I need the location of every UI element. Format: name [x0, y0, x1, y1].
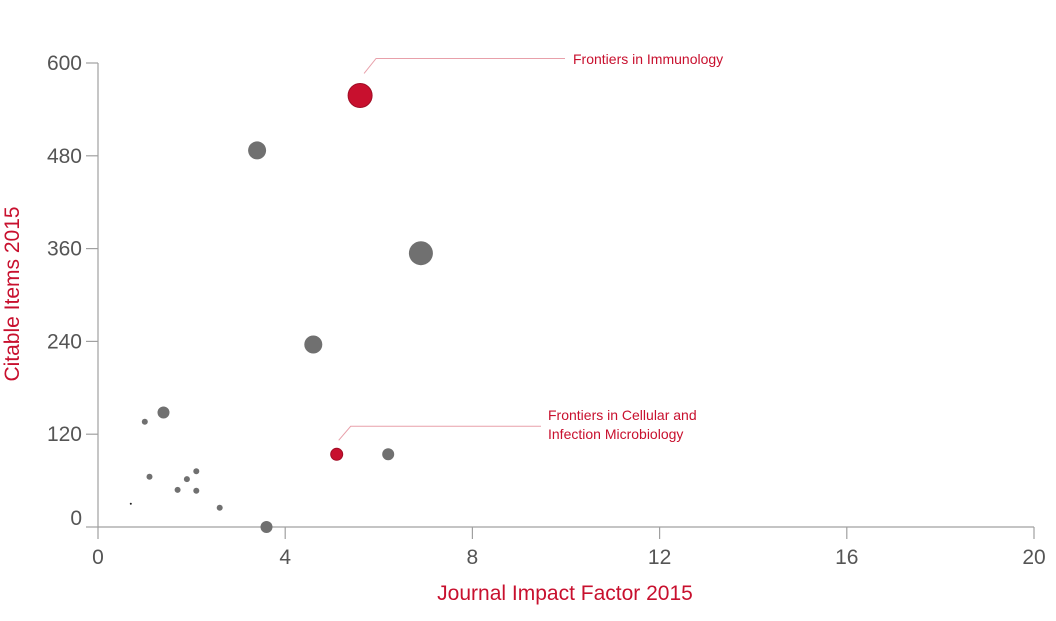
annotation-leader-line — [338, 425, 541, 441]
highlighted-point — [347, 83, 373, 108]
data-point — [193, 468, 200, 475]
axes — [86, 62, 1035, 539]
x-tick-label: 12 — [648, 546, 671, 569]
annotation-label: Infection Microbiology — [548, 426, 683, 442]
y-tick-label: 240 — [47, 330, 82, 353]
data-point — [260, 521, 273, 533]
y-tick-label: 0 — [70, 507, 82, 530]
y-tick-label: 360 — [47, 238, 82, 261]
data-point — [304, 335, 323, 354]
annotation-label: Frontiers in Immunology — [573, 51, 723, 67]
x-tick-label: 0 — [92, 546, 104, 569]
y-tick-label: 600 — [47, 52, 82, 75]
x-tick-label: 16 — [835, 546, 858, 569]
x-tick-label: 4 — [279, 546, 291, 569]
tick-labels: 0 4 8 12 16 20 0 120 240 360 480 600 — [47, 52, 1046, 569]
y-axis-title: Citable Items 2015 — [1, 206, 24, 381]
data-point — [157, 406, 170, 419]
data-point — [248, 141, 267, 160]
data-points — [129, 83, 433, 533]
annotation-leaders — [338, 57, 565, 441]
highlighted-point — [330, 447, 344, 461]
data-point — [193, 487, 200, 494]
data-point — [174, 486, 181, 493]
annotation-leader-line — [363, 57, 565, 74]
annotation-label: Frontiers in Cellular and — [548, 407, 697, 423]
y-tick-label: 120 — [47, 423, 82, 446]
x-axis-title: Journal Impact Factor 2015 — [437, 582, 693, 605]
data-point — [146, 473, 153, 480]
data-point — [183, 476, 190, 483]
data-point — [382, 448, 395, 461]
data-point — [129, 502, 132, 505]
annotations: Frontiers in Immunology Frontiers in Cell… — [548, 51, 723, 442]
y-tick-label: 480 — [47, 145, 82, 168]
data-point — [216, 504, 223, 511]
data-point — [141, 418, 148, 425]
x-tick-label: 8 — [467, 546, 479, 569]
data-point — [408, 241, 433, 266]
x-tick-label: 20 — [1022, 546, 1045, 569]
